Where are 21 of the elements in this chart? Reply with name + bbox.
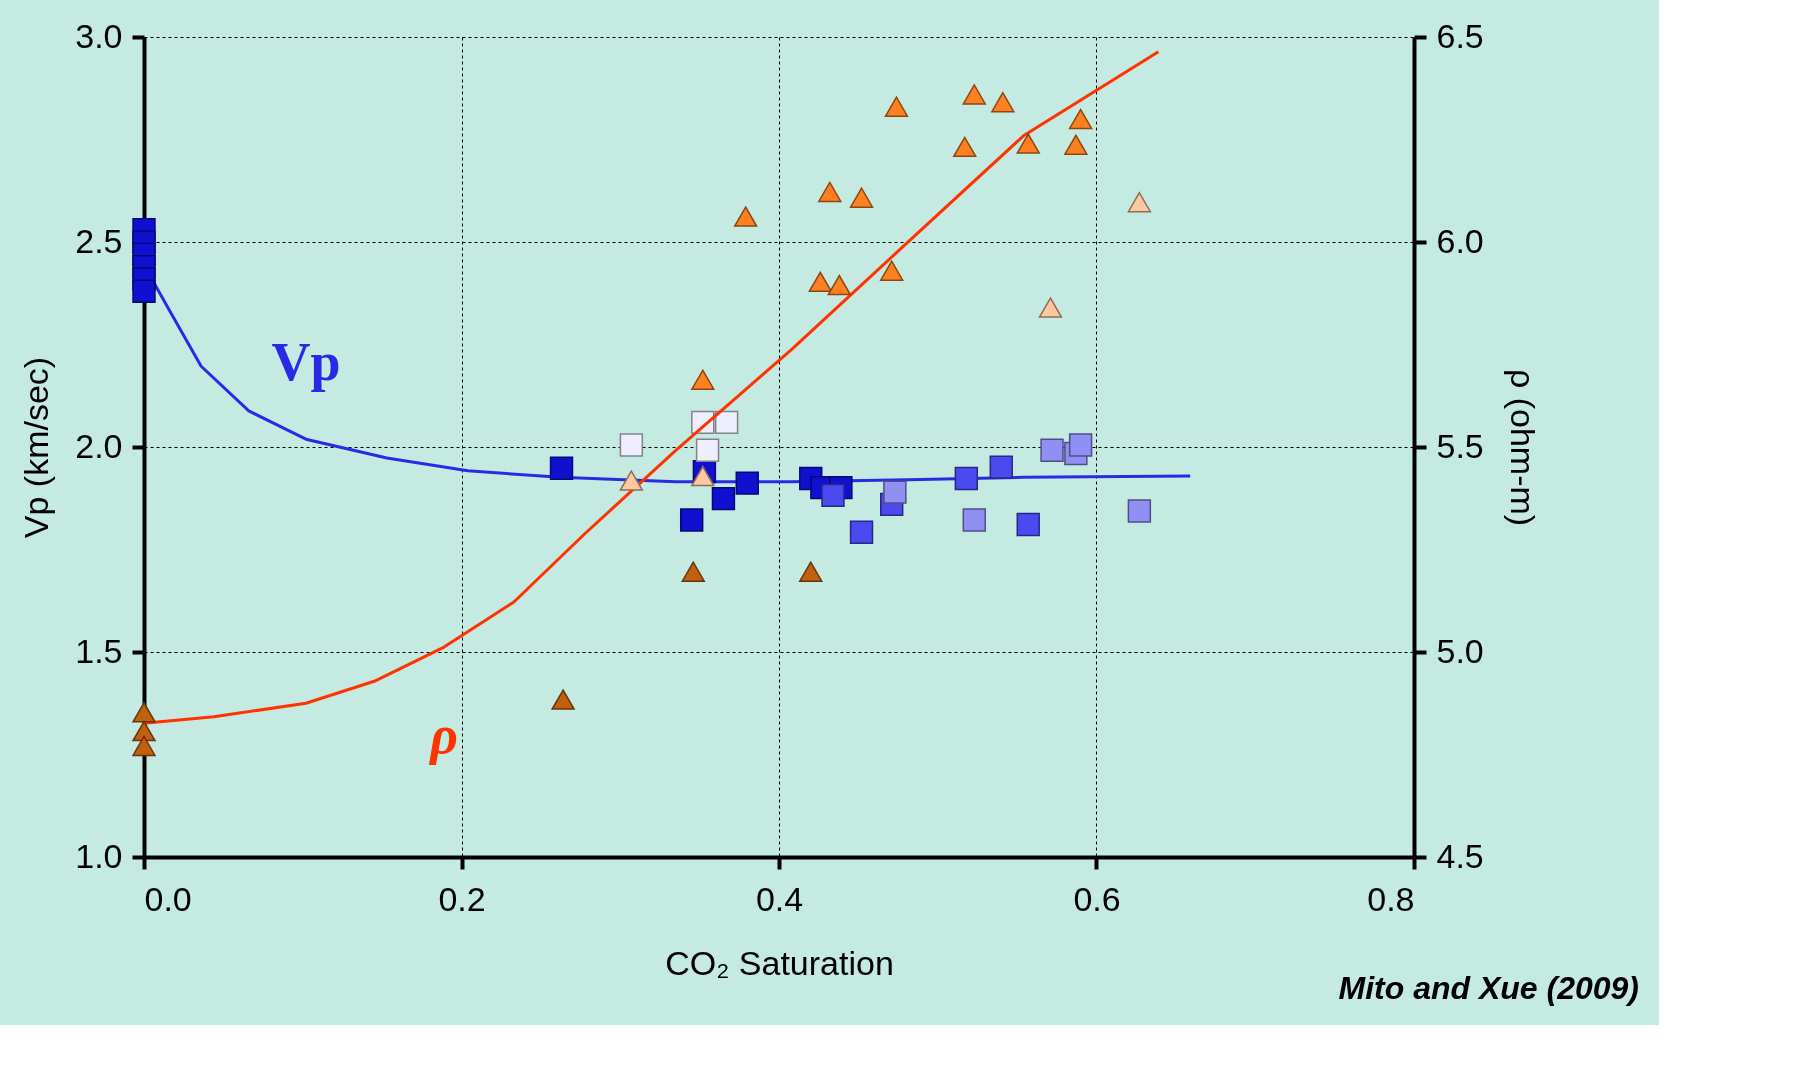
y2-tick-label: 4.5 [1436, 836, 1484, 875]
y-tick-label: 1.5 [75, 631, 123, 670]
x-axis-title: CO₂ Saturation [665, 943, 894, 982]
y-tick-label: 2.5 [75, 221, 123, 260]
y2-tick-label: 5.0 [1436, 631, 1484, 670]
text: Mito and Xue (2009) [1338, 970, 1639, 1006]
x-tick-label: 0.0 [144, 879, 192, 918]
y2-tick-label: 6.5 [1436, 16, 1484, 55]
y2-tick-label: 5.5 [1436, 426, 1484, 465]
x-tick-label: 0.6 [1073, 879, 1121, 918]
x-tick-label: 0.2 [438, 879, 486, 918]
x-tick-label: 0.4 [755, 879, 804, 918]
y2-tick-label: 6.0 [1436, 221, 1484, 260]
series-label: Vp [271, 332, 341, 393]
y-axis-title: Vp (km/sec) [17, 356, 56, 539]
y-tick-label: 2.0 [75, 426, 123, 465]
x-tick-label: 0.8 [1367, 879, 1415, 918]
y-tick-label: 3.0 [75, 16, 123, 55]
y2-axis-title: ρ (ohm-m) [1503, 368, 1542, 527]
series-label: ρ [428, 705, 458, 766]
y-tick-label: 1.0 [75, 836, 123, 875]
